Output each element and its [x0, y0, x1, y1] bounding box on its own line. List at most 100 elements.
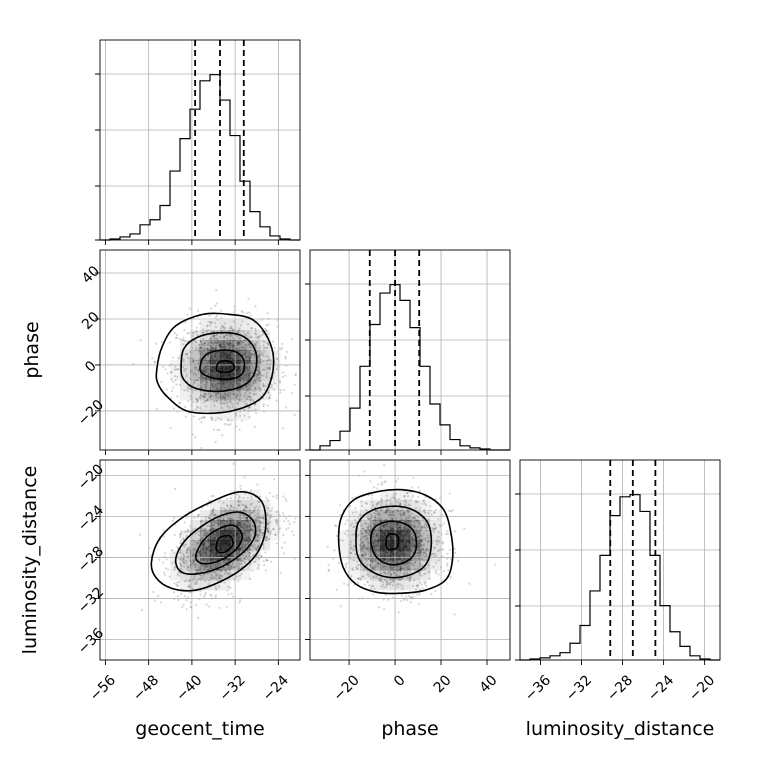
sample-point [230, 592, 233, 595]
sample-point [204, 399, 208, 402]
sample-point [419, 551, 422, 554]
sample-point [349, 547, 352, 550]
sample-point [413, 525, 416, 528]
sample-point [366, 537, 369, 540]
sample-point [215, 399, 218, 402]
sample-point [224, 394, 227, 397]
sample-point [424, 503, 428, 507]
sample-point [419, 534, 422, 537]
sample-point [423, 523, 427, 526]
sample-point [238, 503, 241, 506]
sample-point [193, 581, 196, 584]
sample-point [368, 517, 371, 521]
sample-point [153, 361, 156, 364]
sample-point [263, 518, 266, 521]
sample-point [237, 500, 240, 503]
sample-point [185, 550, 189, 554]
x-tick-label-phase: −20 [330, 672, 362, 704]
sample-point [227, 329, 230, 333]
sample-point [407, 594, 411, 598]
sample-point [222, 342, 225, 346]
sample-point [410, 550, 413, 553]
sample-point [208, 571, 211, 575]
sample-point [258, 532, 262, 535]
sample-point [255, 520, 258, 523]
sample-point [377, 561, 380, 564]
x-tick-label-luminosity-distance: −24 [645, 672, 677, 704]
sample-point [224, 399, 227, 402]
sample-point [196, 570, 199, 573]
density-cell [200, 580, 211, 591]
sample-point [243, 560, 246, 563]
sample-point [210, 337, 213, 340]
sample-point [242, 543, 245, 547]
density-cell [220, 350, 231, 361]
sample-point [212, 528, 215, 531]
sample-point [409, 521, 412, 524]
sample-point [369, 564, 372, 567]
sample-point [258, 530, 261, 533]
sample-point [428, 571, 431, 574]
sample-point [220, 400, 223, 403]
sample-point [236, 558, 239, 561]
sample-point [421, 548, 425, 551]
sample-point [209, 321, 212, 324]
x-axis-label-geocent-time: geocent_time [135, 718, 264, 740]
sample-point [216, 573, 219, 577]
sample-point [226, 342, 229, 345]
sample-point [419, 558, 422, 561]
sample-point [279, 571, 282, 574]
sample-point [222, 396, 225, 399]
sample-point [207, 516, 210, 519]
sample-point [361, 560, 364, 563]
sample-point [164, 368, 167, 371]
sample-point [391, 510, 394, 513]
sample-point [203, 532, 207, 535]
sample-point [232, 554, 235, 557]
sample-point [418, 551, 422, 554]
sample-point [377, 526, 380, 530]
sample-point [391, 579, 395, 582]
sample-point [220, 345, 223, 348]
histogram-phase [310, 284, 510, 451]
sample-point [245, 505, 248, 508]
panel-geocent-time-hist [99, 39, 301, 241]
sample-point [160, 340, 164, 344]
sample-point [204, 377, 207, 380]
sample-point [254, 305, 257, 308]
sample-point [411, 537, 414, 541]
sample-point [421, 534, 424, 538]
sample-point [240, 562, 243, 565]
sample-point [384, 510, 387, 513]
sample-point [223, 336, 226, 339]
sample-point [398, 568, 402, 571]
sample-point [204, 364, 207, 368]
sample-point [228, 342, 232, 345]
sample-point [367, 494, 370, 497]
sample-point [210, 522, 213, 525]
sample-point [251, 367, 255, 370]
sample-point [202, 394, 205, 397]
sample-point [241, 346, 244, 349]
sample-point [262, 531, 265, 535]
sample-point [362, 527, 365, 530]
sample-point [219, 329, 223, 333]
sample-point [216, 340, 219, 343]
sample-point [232, 561, 235, 564]
sample-point [203, 393, 207, 396]
sample-point [363, 544, 366, 547]
sample-point [182, 343, 185, 346]
sample-point [215, 344, 218, 348]
sample-point [267, 391, 270, 394]
sample-point [262, 348, 265, 351]
sample-point [183, 521, 186, 524]
sample-point [423, 582, 426, 585]
sample-point [248, 345, 252, 348]
sample-point [417, 552, 420, 555]
sample-point [238, 559, 241, 562]
y-axis-label-phase: phase [21, 321, 43, 378]
sample-point [205, 339, 208, 343]
sample-point [252, 393, 256, 396]
sample-point [175, 336, 179, 340]
